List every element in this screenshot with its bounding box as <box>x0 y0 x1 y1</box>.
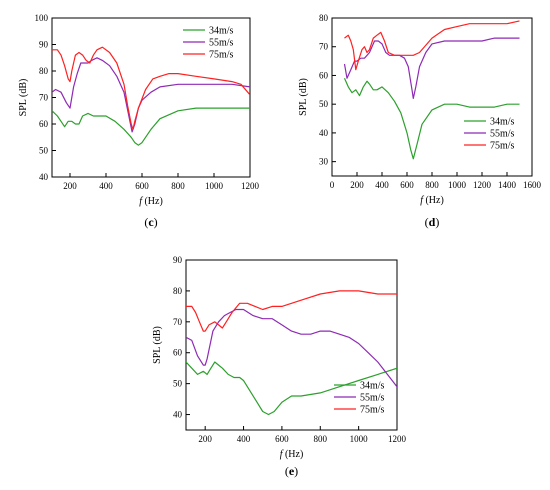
legend-label: 75m/s <box>209 50 234 61</box>
y-tick-label: 100 <box>35 13 49 23</box>
x-tick-label: 800 <box>425 180 439 190</box>
x-tick-label: 200 <box>198 434 212 444</box>
panel-label-close: ) <box>154 215 158 229</box>
y-tick-label: 40 <box>319 128 329 138</box>
series-line-75m-s <box>186 290 397 332</box>
legend-label: 75m/s <box>360 405 385 416</box>
x-axis-label: f (Hz) <box>280 449 304 460</box>
y-tick-label: 70 <box>173 317 183 327</box>
y-tick-label: 50 <box>319 99 329 109</box>
x-axis-label-unit: (Hz) <box>285 449 303 460</box>
x-axis-label: f (Hz) <box>139 196 163 207</box>
x-tick-label: 1200 <box>473 180 492 190</box>
panel-label-letter: c <box>148 215 154 229</box>
series-line-55m-s <box>343 37 520 100</box>
series-line-55m-s <box>186 308 397 388</box>
x-tick-label: 400 <box>375 180 389 190</box>
x-tick-label: 1000 <box>205 181 224 191</box>
x-axis-label: f (Hz) <box>420 195 444 206</box>
series-group <box>52 46 250 146</box>
chart-panel-2: 0 200 400 600 800 1000 1200 1400 1600 30 40 50 60 70 8… <box>298 13 542 229</box>
plot-frame <box>185 259 398 431</box>
y-tick-label: 80 <box>173 286 183 296</box>
panel-label-open: ( <box>285 464 289 478</box>
series-line-34m-s <box>52 107 250 146</box>
series-line-34m-s <box>343 78 520 160</box>
y-tick-label: 40 <box>39 172 49 182</box>
x-tick-label: 1600 <box>523 180 542 190</box>
x-tick-label: 400 <box>99 181 113 191</box>
legend-label: 55m/s <box>360 393 385 404</box>
x-axis-label-symbol: f <box>139 196 144 207</box>
y-tick-label: 70 <box>319 42 329 52</box>
legend-label: 75m/s <box>490 141 515 152</box>
y-tick-label: 50 <box>173 379 183 389</box>
y-tick-label: 60 <box>39 119 49 129</box>
y-tick-label: 60 <box>173 348 183 358</box>
legend-label: 55m/s <box>490 129 515 140</box>
chart-panel-1: 200 400 600 800 1000 1200 40 50 60 70 80 90 100 f (Hz… <box>18 13 260 229</box>
panel-label-open: ( <box>425 215 429 229</box>
x-tick-label: 1000 <box>448 180 467 190</box>
y-axis-label: SPL (dB) <box>18 79 29 117</box>
x-tick-label: 600 <box>275 434 289 444</box>
legend-label: 55m/s <box>209 38 234 49</box>
y-tick-label: 80 <box>319 13 329 23</box>
panel-label: (d) <box>425 215 440 229</box>
x-tick-label: 600 <box>400 180 414 190</box>
y-tick-label: 70 <box>39 93 49 103</box>
legend-label: 34m/s <box>490 117 515 128</box>
series-group <box>343 20 520 160</box>
y-tick-label: 90 <box>173 255 183 265</box>
series-line-55m-s <box>52 57 250 133</box>
panel-label: (e) <box>285 464 298 478</box>
x-tick-label: 200 <box>63 181 77 191</box>
series-group <box>186 290 397 416</box>
y-tick-label: 50 <box>39 146 49 156</box>
chart-panel-3: 200 400 600 800 1000 1200 40 50 60 70 80 90 f (Hz) SP… <box>152 255 407 478</box>
legend-label: 34m/s <box>360 381 385 392</box>
x-axis-label-symbol: f <box>420 195 425 206</box>
series-line-75m-s <box>344 20 520 71</box>
series-line-34m-s <box>186 361 397 416</box>
x-axis-label-symbol: f <box>280 449 285 460</box>
x-tick-label: 200 <box>350 180 364 190</box>
x-tick-label: 1200 <box>241 181 260 191</box>
x-tick-label: 1400 <box>498 180 517 190</box>
y-axis-label: SPL (dB) <box>298 78 309 116</box>
x-tick-label: 400 <box>237 434 251 444</box>
y-axis-label: SPL (dB) <box>152 326 163 364</box>
x-tick-label: 800 <box>314 434 328 444</box>
panel-label-open: ( <box>144 215 148 229</box>
x-tick-label: 1200 <box>388 434 407 444</box>
x-axis-label-unit: (Hz) <box>144 196 162 207</box>
panel-label-letter: d <box>429 215 436 229</box>
x-tick-label: 800 <box>171 181 185 191</box>
legend-label: 34m/s <box>209 26 234 37</box>
y-tick-label: 30 <box>319 157 329 167</box>
x-axis-label-unit: (Hz) <box>425 195 443 206</box>
series-line-75m-s <box>52 46 250 130</box>
y-tick-label: 60 <box>319 70 329 80</box>
y-tick-label: 80 <box>39 66 49 76</box>
plot-frame <box>331 17 533 177</box>
x-tick-label: 1000 <box>350 434 369 444</box>
x-tick-label: 0 <box>330 180 335 190</box>
panel-label-close: ) <box>294 464 298 478</box>
panel-label-close: ) <box>435 215 439 229</box>
y-tick-label: 90 <box>39 40 49 50</box>
y-tick-label: 40 <box>173 410 183 420</box>
panel-label: (c) <box>144 215 157 229</box>
x-tick-label: 600 <box>135 181 149 191</box>
panel-label-letter: e <box>289 464 295 478</box>
